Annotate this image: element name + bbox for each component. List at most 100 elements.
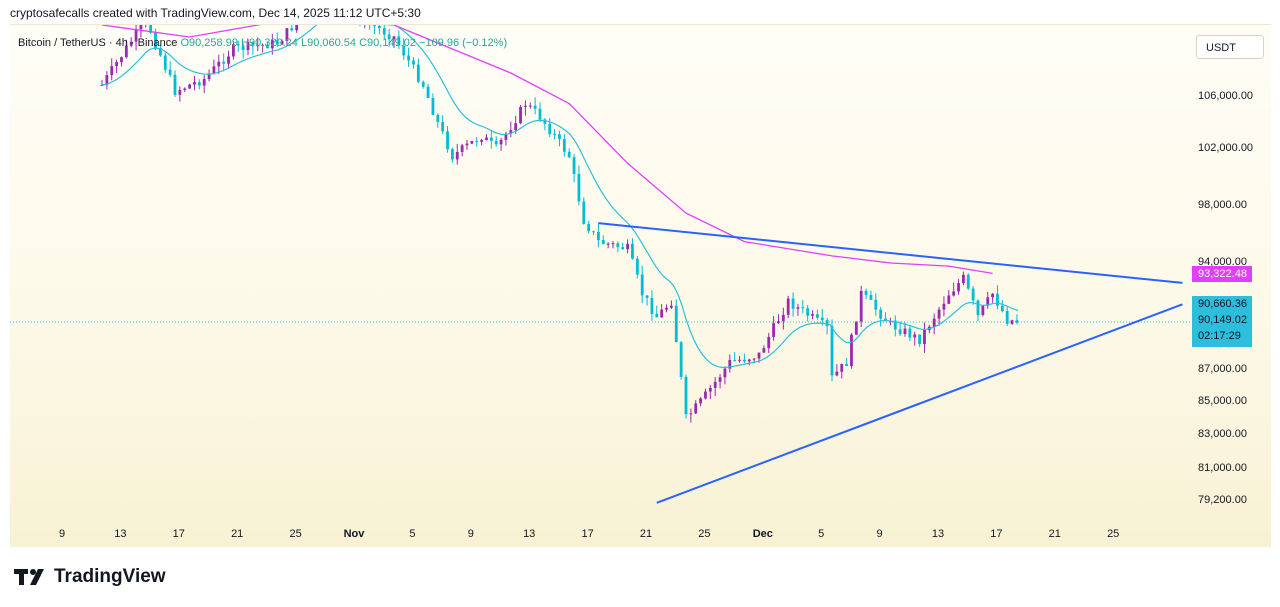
price-tick: 106,000.00	[1198, 90, 1254, 102]
candle-body	[431, 97, 435, 115]
candle-body	[266, 44, 269, 49]
candle-body	[1000, 305, 1004, 312]
candle-body	[918, 334, 921, 345]
candle-body	[645, 295, 649, 298]
candle-body	[193, 82, 196, 85]
candle-body	[197, 82, 201, 86]
time-tick: Nov	[343, 528, 365, 540]
candle-body	[188, 84, 191, 89]
candle-body	[562, 138, 566, 152]
ema-line	[101, 25, 1019, 369]
candle-body	[801, 307, 805, 309]
tradingview-logo-text[interactable]: TradingView	[54, 566, 166, 587]
time-tick: 21	[639, 528, 653, 540]
change-value: −109.96 (−0.12%)	[419, 37, 508, 49]
candle-body	[811, 314, 814, 316]
candle-body	[762, 348, 766, 353]
candle-body	[640, 274, 644, 296]
candle-body	[295, 25, 299, 31]
candle-body	[514, 123, 518, 131]
candle-body	[694, 403, 698, 414]
candle-body	[207, 73, 211, 79]
candle-body	[747, 359, 751, 362]
time-tick: 13	[931, 528, 945, 540]
candle-body	[689, 413, 693, 415]
price-tick: 98,000.00	[1198, 199, 1247, 211]
candle-body	[845, 363, 848, 367]
candle-body	[470, 141, 474, 144]
price-chart-plot[interactable]	[10, 25, 1271, 547]
candle-body	[830, 325, 834, 376]
candle-body	[713, 381, 717, 388]
candle-body	[718, 377, 722, 382]
candle-body	[626, 243, 629, 250]
candle-body	[465, 143, 469, 146]
high-value: H90,329.24	[241, 37, 298, 49]
candle-body	[738, 359, 741, 361]
candle-body	[446, 131, 449, 150]
candle-body	[670, 305, 673, 308]
candle-body	[412, 60, 415, 65]
candle-body	[976, 300, 980, 316]
time-tick: 5	[409, 528, 416, 540]
candle-body	[991, 293, 994, 298]
candle-body	[392, 36, 396, 40]
candle-body	[864, 290, 868, 295]
candle-body	[825, 320, 829, 326]
candle-body	[236, 44, 240, 46]
ohlc-legend: Bitcoin / TetherUS · 4h · Binance O90,25…	[18, 37, 507, 49]
candle-body	[971, 288, 975, 301]
candle-body	[767, 336, 771, 349]
time-tick: 9	[58, 528, 66, 540]
candle-body	[543, 119, 547, 124]
candle-body	[996, 293, 999, 306]
candle-body	[222, 61, 226, 64]
candle-body	[558, 134, 561, 139]
candle-body	[957, 283, 960, 292]
time-tick: 17	[172, 528, 185, 540]
candle-body	[572, 157, 576, 174]
close-value: C90,149.02	[359, 37, 416, 49]
candle-body	[923, 330, 926, 345]
candle-body	[869, 294, 873, 300]
candle-body	[772, 323, 775, 337]
candle-body	[733, 359, 737, 361]
candle-body	[246, 42, 250, 51]
chart-pane[interactable]: Bitcoin / TetherUS · 4h · Binance O90,25…	[10, 24, 1271, 547]
candle-body	[879, 309, 883, 319]
candle-body	[270, 40, 274, 49]
candle-body	[159, 47, 162, 56]
candle-body	[1010, 320, 1014, 324]
ema-price-label: 90,660.36	[1192, 296, 1252, 312]
candle-body	[616, 243, 620, 248]
candle-body	[606, 243, 610, 245]
ascending-trendline	[656, 303, 1183, 504]
time-tick: 9	[467, 528, 474, 540]
candle-body	[635, 258, 639, 275]
candle-body	[455, 151, 459, 160]
price-tick: 85,000.00	[1198, 395, 1247, 407]
candle-body	[947, 295, 951, 304]
currency-selector[interactable]: USDT	[1196, 35, 1264, 59]
time-tick: 25	[1107, 528, 1120, 540]
candle-body	[480, 140, 483, 142]
price-tick: 81,000.00	[1198, 462, 1247, 474]
candle-body	[504, 133, 508, 140]
candle-body	[402, 45, 406, 56]
candle-body	[212, 66, 216, 74]
candle-body	[528, 105, 532, 107]
candle-body	[251, 42, 255, 46]
candle-body	[850, 334, 853, 367]
candle-body	[275, 40, 279, 45]
moving-average-line	[101, 25, 993, 275]
time-tick: 13	[523, 528, 536, 540]
candle-body	[884, 318, 887, 321]
time-tick: 17	[990, 528, 1003, 540]
candle-body	[499, 139, 503, 145]
time-tick: 13	[114, 528, 127, 540]
candle-body	[1005, 311, 1009, 324]
candle-body	[538, 108, 542, 120]
candle-body	[421, 81, 425, 87]
low-value: L90,060.54	[300, 37, 357, 49]
candle-body	[232, 44, 235, 57]
